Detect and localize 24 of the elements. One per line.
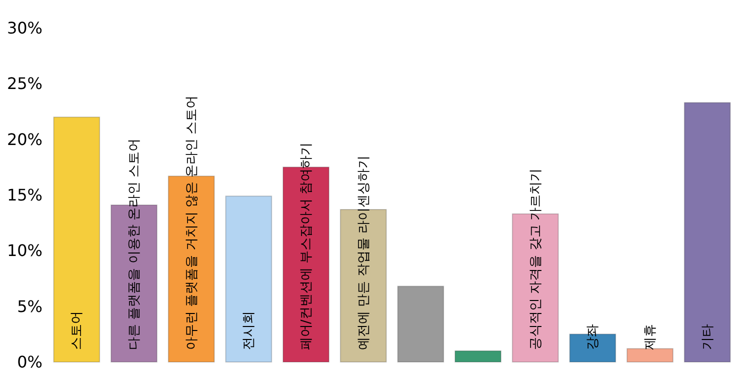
bar [168, 176, 215, 362]
x-tick-label: 예전에 만든 작업물 라이센싱하기 [356, 156, 372, 350]
bar [397, 286, 444, 362]
x-tick-label: 스토어 [70, 311, 85, 350]
y-tick-label: 15% [6, 186, 42, 204]
y-tick-label: 25% [6, 74, 42, 94]
y-tick-label: 30% [6, 18, 42, 38]
x-tick-label: 강좌 [586, 324, 601, 350]
x-tick-label: 다른 플랫폼을 이용한 온라인 스토어 [127, 138, 142, 350]
x-tick-label: 아무런 플랫폼을 거치지 않은 온라인 스토어 [184, 95, 200, 350]
y-tick-label: 0% [17, 352, 42, 372]
bar [454, 350, 502, 362]
bar [684, 102, 731, 362]
y-tick-label: 10% [6, 241, 42, 260]
x-tick-label: 기타 [700, 324, 716, 350]
x-tick-label: 전시회 [242, 311, 257, 350]
bar [626, 348, 674, 362]
x-tick-label: 공식적인 자격을 갖고 가르치기 [528, 168, 544, 350]
bar [53, 116, 100, 362]
y-tick-label: 5% [17, 296, 42, 316]
y-tick-label: 20% [6, 130, 42, 149]
x-tick-label: 제휴 [643, 324, 658, 350]
x-tick-label: 페어/컨벤션에 부스잡아서 참여하기 [299, 142, 314, 350]
bar [225, 196, 272, 362]
